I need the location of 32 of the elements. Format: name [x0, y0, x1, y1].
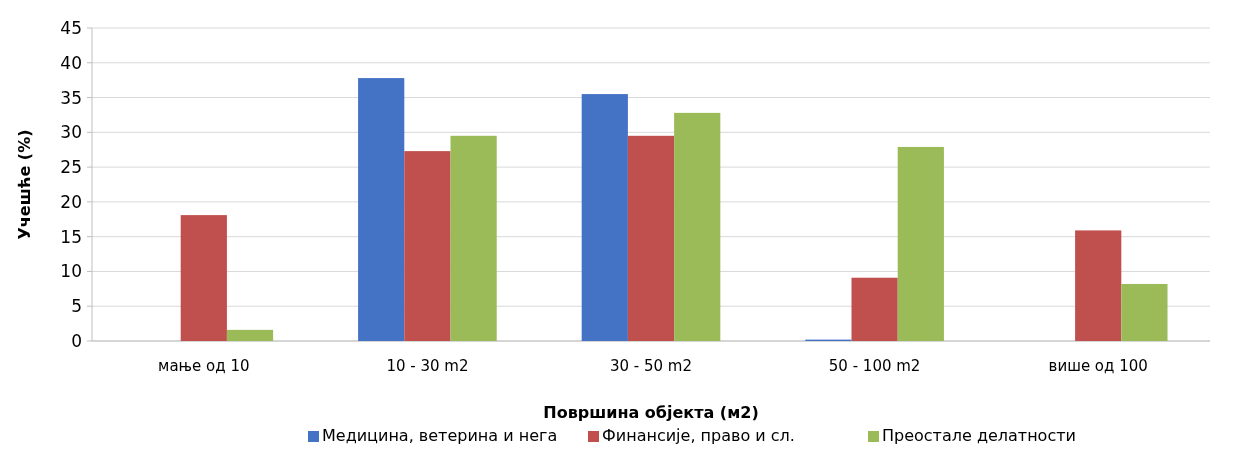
y-tick-label: 5 [71, 296, 82, 317]
bar [627, 135, 675, 341]
y-tick-label: 25 [60, 157, 82, 178]
y-tick-label: 20 [60, 191, 82, 212]
x-tick-label: 30 - 50 m2 [609, 357, 693, 375]
x-tick-label: 50 - 100 m2 [828, 357, 921, 375]
x-tick-label: мање од 10 [158, 357, 250, 375]
x-tick-label: више од 100 [1048, 357, 1148, 375]
y-tick-label: 15 [60, 226, 82, 247]
bar [897, 146, 944, 341]
y-tick-label: 35 [60, 87, 82, 108]
y-tick-label: 10 [60, 261, 82, 282]
y-tick-label: 0 [71, 330, 82, 351]
y-tick-label: 30 [60, 122, 82, 143]
bar [358, 78, 405, 341]
y-tick-label: 40 [60, 52, 82, 73]
bar [404, 151, 451, 341]
x-axis-title: Површина објекта (м2) [543, 403, 759, 422]
bar [450, 135, 497, 341]
bar [851, 277, 898, 341]
bar [1075, 230, 1122, 341]
y-axis-title: Учешће (%) [15, 129, 34, 240]
bar [1121, 283, 1168, 341]
bar [581, 94, 628, 341]
legend-label: Финансије, право и сл. [602, 426, 795, 445]
bar [180, 215, 227, 341]
legend-label: Медицина, ветерина и нега [322, 426, 558, 445]
bar [674, 112, 721, 341]
y-tick-label: 45 [60, 17, 82, 38]
legend-label: Преостале делатности [882, 426, 1076, 445]
x-tick-label: 10 - 30 m2 [386, 357, 469, 375]
bar [226, 329, 274, 341]
